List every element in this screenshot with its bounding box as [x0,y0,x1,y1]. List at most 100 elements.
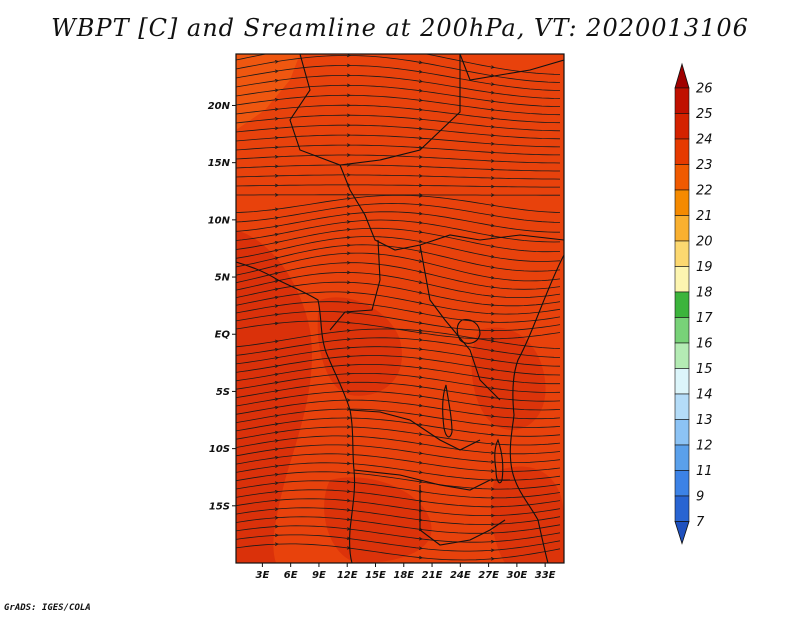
streamline-arrow [418,194,423,198]
streamline-arrow [346,489,351,494]
streamline-arrow [346,416,351,420]
streamline [236,144,560,156]
colorbar-label: 19 [696,260,713,275]
streamline-arrow [418,183,423,188]
colorbar-label: 21 [696,209,713,224]
streamline-arrow [490,99,495,103]
colorbar-label: 13 [696,413,713,428]
streamline-arrow [346,212,351,217]
colorbar-label: 12 [696,439,713,454]
streamline-arrow [490,311,495,316]
streamline-arrow [418,328,423,333]
streamline-arrow [418,164,423,169]
streamline-arrow [274,193,279,197]
streamline [236,236,561,262]
streamline [236,134,561,148]
streamline [236,301,561,323]
streamline [236,55,561,83]
streamline-arrow [346,143,351,147]
streamline-arrow [490,548,495,553]
streamline-arrow [346,337,351,342]
streamline-arrow [346,372,351,376]
lon-tick-label: 33E [535,570,556,581]
streamline-arrow [274,264,279,268]
streamline-arrow [274,389,279,393]
streamline [236,244,561,272]
colorbar-label: 25 [696,107,713,122]
streamline-arrow [346,227,351,232]
streamline-arrow [346,320,351,325]
streamline-arrow [418,441,423,446]
colorbar-swatch [674,470,690,497]
streamline-arrow [490,150,495,155]
streamline [236,525,561,543]
streamline-arrow [346,354,351,359]
streamline-arrow [346,133,351,137]
streamline-arrow [490,367,495,372]
streamline-arrow [490,303,495,307]
streamline [236,219,561,243]
streamline-arrow [274,430,279,435]
streamline-arrow [490,124,495,129]
streamline-arrow [490,275,495,280]
lat-tick-label: 5S [216,387,230,398]
streamline-arrow [490,557,495,561]
streamline-arrow [346,260,351,265]
streamline-arrow [490,469,495,473]
streamline-arrow [274,347,279,352]
streamline-arrow [274,507,279,511]
streamline-arrow [274,69,279,74]
streamline-arrow [490,504,495,509]
lon-tick-label: 21E [422,570,443,581]
streamline-arrow [490,193,495,197]
streamline-arrow [274,60,279,64]
streamline-arrow [346,398,351,402]
streamline-arrow [418,211,423,216]
streamline-arrow [274,422,279,426]
streamline-arrow [346,173,351,177]
streamline [236,489,561,508]
streamline-arrow [418,375,423,379]
streamline-arrow [274,439,279,443]
streamline-arrow [490,244,495,248]
colorbar-label: 11 [696,464,713,479]
warm-patch-northwest [236,54,300,130]
streamline-arrow [274,498,279,503]
streamline [236,114,561,132]
streamline-arrow [418,311,423,315]
streamline-arrow [418,107,423,112]
streamline-arrow [490,441,495,446]
streamline-arrow [346,508,351,512]
streamline-arrow [490,90,495,95]
colorbar-label: 26 [696,82,713,97]
lon-tick-label: 30E [506,570,527,581]
streamline-arrow [274,136,279,140]
streamline-arrow [418,126,423,131]
streamline-arrow [490,176,495,180]
border-2 [339,164,564,251]
streamline [236,75,561,99]
streamline-arrow [490,539,495,544]
colorbar-swatch [674,495,690,522]
streamline-arrow [490,320,495,324]
streamline-arrow [274,79,279,83]
streamline-arrow [346,434,351,438]
streamline-arrow [346,270,351,275]
streamline [236,516,561,534]
streamline-arrow [274,524,279,529]
streamline-arrow [346,153,351,157]
streamline-arrow [490,423,495,428]
streamline [236,408,561,428]
streamline-arrow [490,376,495,381]
streamline-arrow [274,321,279,326]
colorbar-swatch [674,189,690,216]
streamline-arrow [346,498,351,503]
streamline-arrow [275,54,276,55]
streamline-arrow [418,384,423,389]
lon-tick-label: 12E [337,570,358,581]
streamline-arrow [418,394,423,398]
streamline [236,54,561,75]
streamline-arrow [490,414,495,418]
colorbar: 26 25 24 23 22 21 20 19 18 17 16 15 14 13 12 11 9 7 [674,62,713,545]
streamline-arrow [274,490,279,494]
